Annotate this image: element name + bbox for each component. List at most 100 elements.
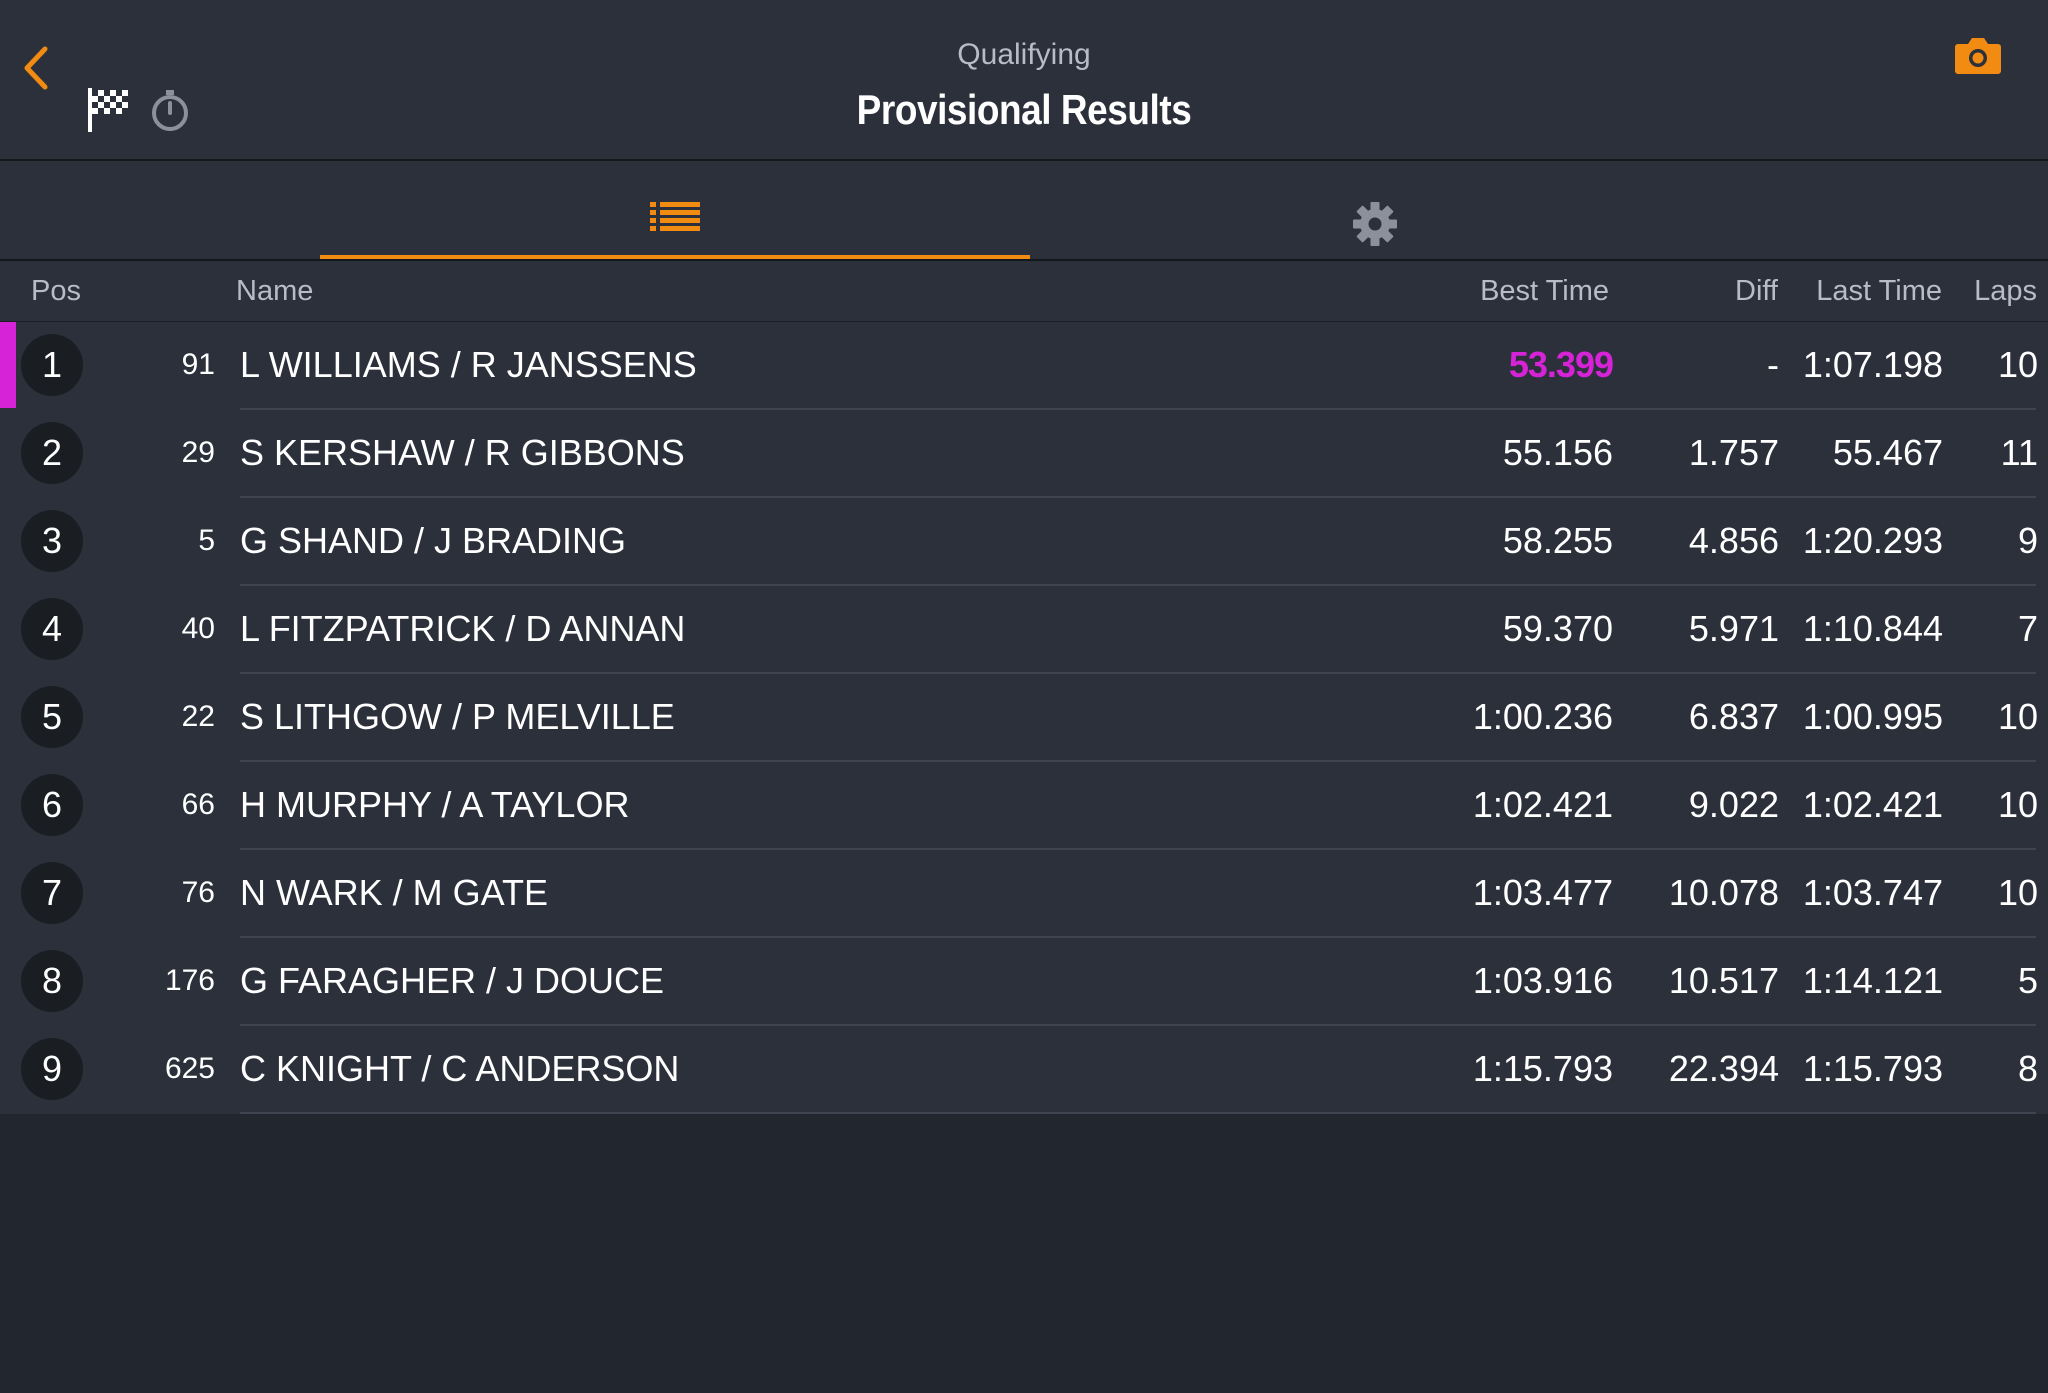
driver-names: G SHAND / J BRADING (240, 520, 627, 561)
last-time: 1:15.793 (1802, 1048, 1943, 1089)
best-time: 58.255 (1502, 520, 1613, 561)
table-row[interactable]: 6 66 H MURPHY / A TAYLOR 1:02.421 9.022 1:02.… (0, 762, 2048, 850)
stopwatch-icon[interactable] (148, 88, 192, 132)
best-time: 59.370 (1502, 608, 1613, 649)
top-bar: Qualifying Provisional Results (0, 0, 2048, 161)
time-diff: 5.971 (1688, 608, 1779, 649)
column-header-best-time[interactable]: Best Time (1480, 275, 1609, 307)
last-time: 1:03.747 (1802, 872, 1943, 913)
driver-names: S KERSHAW / R GIBBONS (240, 432, 685, 473)
driver-names: N WARK / M GATE (240, 872, 549, 913)
last-time: 1:20.293 (1802, 520, 1943, 561)
table-row[interactable]: 2 29 S KERSHAW / R GIBBONS 55.156 1.757 55.46… (0, 410, 2048, 498)
position-badge: 5 (21, 686, 83, 748)
car-number: 625 (164, 1052, 215, 1085)
table-row[interactable]: 9 625 C KNIGHT / C ANDERSON 1:15.793 22.394 1… (0, 1026, 2048, 1114)
back-button[interactable] (14, 40, 58, 96)
results-table: 1 91 L WILLIAMS / R JANSSENS 53.399 -1:07.19… (0, 322, 2048, 1114)
column-header-name[interactable]: Name (236, 275, 314, 307)
fastest-lap-marker (0, 322, 16, 408)
table-row[interactable]: 7 76 N WARK / M GATE 1:03.477 10.078 1:03.747… (0, 850, 2048, 938)
position-badge: 1 (21, 334, 83, 396)
driver-names: S LITHGOW / P MELVILLE (240, 696, 675, 737)
time-diff: 6.837 (1688, 696, 1779, 737)
row-divider (240, 848, 2036, 850)
best-time: 1:02.421 (1472, 784, 1613, 825)
session-name: Qualifying (957, 38, 1091, 71)
lap-count: 10 (1997, 872, 2038, 913)
tab-settings[interactable] (1030, 161, 1720, 259)
tab-results-list[interactable] (320, 161, 1030, 259)
table-row[interactable]: 5 22 S LITHGOW / P MELVILLE 1:00.236 6.837 1:… (0, 674, 2048, 762)
tab-bar (0, 161, 2048, 261)
time-diff: 4.856 (1688, 520, 1779, 561)
time-diff: 10.078 (1668, 872, 1779, 913)
time-diff: 9.022 (1688, 784, 1779, 825)
row-divider (240, 496, 2036, 498)
page-title: Provisional Results (856, 86, 1192, 133)
position-badge: 4 (21, 598, 83, 660)
active-tab-indicator (320, 255, 1030, 259)
best-time: 1:15.793 (1472, 1048, 1613, 1089)
best-time: 1:03.477 (1472, 872, 1613, 913)
lap-count: 7 (2017, 608, 2038, 649)
time-diff: 1.757 (1688, 432, 1779, 473)
last-time: 1:07.198 (1802, 344, 1943, 385)
car-number: 22 (181, 700, 215, 733)
car-number: 91 (181, 348, 215, 381)
row-divider (240, 584, 2036, 586)
last-time: 1:00.995 (1802, 696, 1943, 737)
car-number: 5 (198, 524, 215, 557)
time-diff: 10.517 (1668, 960, 1779, 1001)
table-row[interactable]: 1 91 L WILLIAMS / R JANSSENS 53.399 -1:07.19… (0, 322, 2048, 410)
driver-names: L FITZPATRICK / D ANNAN (240, 608, 686, 649)
table-row[interactable]: 4 40 L FITZPATRICK / D ANNAN 59.370 5.971 1:1… (0, 586, 2048, 674)
driver-names: L WILLIAMS / R JANSSENS (240, 344, 697, 385)
column-header-laps[interactable]: Laps (1974, 275, 2037, 307)
car-number: 66 (181, 788, 215, 821)
position-badge: 7 (21, 862, 83, 924)
lap-count: 10 (1997, 784, 2038, 825)
gear-icon (1353, 202, 1397, 246)
time-diff: - (1767, 344, 1779, 385)
lap-count: 10 (1997, 696, 2038, 737)
best-time: 55.156 (1502, 432, 1613, 473)
row-divider (240, 672, 2036, 674)
driver-names: C KNIGHT / C ANDERSON (240, 1048, 680, 1089)
best-time: 1:03.916 (1472, 960, 1613, 1001)
column-header-diff[interactable]: Diff (1735, 275, 1778, 307)
position-badge: 3 (21, 510, 83, 572)
time-diff: 22.394 (1668, 1048, 1779, 1089)
driver-names: H MURPHY / A TAYLOR (240, 784, 630, 825)
row-divider (240, 408, 2036, 410)
position-badge: 2 (21, 422, 83, 484)
row-divider (240, 1112, 2036, 1114)
row-divider (240, 760, 2036, 762)
table-row[interactable]: 3 5 G SHAND / J BRADING 58.255 4.856 1:20.293… (0, 498, 2048, 586)
best-time: 1:00.236 (1472, 696, 1613, 737)
last-time: 1:14.121 (1802, 960, 1943, 1001)
table-row[interactable]: 8 176 G FARAGHER / J DOUCE 1:03.916 10.517 1:… (0, 938, 2048, 1026)
checkered-flag-icon[interactable] (86, 86, 132, 134)
lap-count: 9 (2017, 520, 2038, 561)
lap-count: 8 (2017, 1048, 2038, 1089)
best-time: 53.399 (1508, 344, 1614, 385)
driver-names: G FARAGHER / J DOUCE (240, 960, 665, 1001)
column-header-pos[interactable]: Pos (31, 275, 81, 307)
camera-icon[interactable] (1954, 34, 2002, 76)
lap-count: 11 (2000, 432, 2038, 473)
position-badge: 8 (21, 950, 83, 1012)
chevron-left-icon (24, 46, 48, 90)
lap-count: 5 (2017, 960, 2038, 1001)
car-number: 29 (181, 436, 215, 469)
column-header-last-time[interactable]: Last Time (1816, 275, 1942, 307)
position-badge: 9 (21, 1038, 83, 1100)
lap-count: 10 (1997, 344, 2038, 385)
list-icon (650, 202, 700, 231)
position-badge: 6 (21, 774, 83, 836)
last-time: 55.467 (1832, 432, 1943, 473)
car-number: 76 (181, 876, 215, 909)
car-number: 40 (181, 612, 215, 645)
car-number: 176 (164, 964, 215, 997)
row-divider (240, 1024, 2036, 1026)
